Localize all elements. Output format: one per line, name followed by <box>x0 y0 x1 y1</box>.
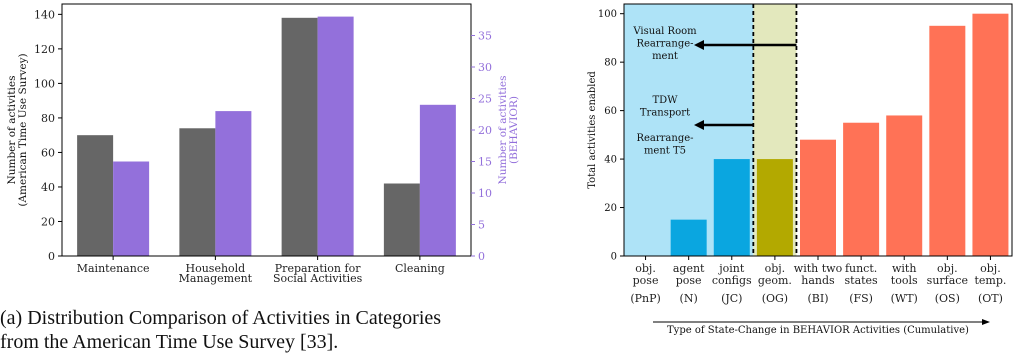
category-label-b-2-line2: configs <box>712 274 752 287</box>
category-label-b-8-line1: obj. <box>980 262 1001 275</box>
category-code-b-0: (PnP) <box>630 292 660 305</box>
category-label-a-0-0: Maintenance <box>77 262 150 275</box>
behavior-bar-3 <box>419 104 456 256</box>
y-tick-label-b-40: 40 <box>604 155 617 166</box>
state-change-bar-1 <box>670 219 707 256</box>
category-label-b-8-line2: temp. <box>974 274 1006 287</box>
category-code-b-2: (JC) <box>721 292 742 305</box>
chart-a-caption: (a) Distribution Comparison of Activitie… <box>0 306 442 354</box>
category-label-b-4-line2: hands <box>801 274 835 287</box>
category-label-a-1-1: Management <box>179 272 253 285</box>
state-change-bar-3 <box>756 159 793 256</box>
category-label-b-5-line1: funct. <box>845 262 877 275</box>
y-tick-label-right-20: 20 <box>478 124 492 137</box>
category-label-b-7-line1: obj. <box>937 262 958 275</box>
caption-line-1: (a) Distribution Comparison of Activitie… <box>0 307 442 329</box>
y-axis-label-b: Total activities enabled <box>587 71 598 189</box>
y-axis-label-left-1: (American Time Use Survey) <box>17 53 29 206</box>
y-tick-label-left-40: 40 <box>41 181 55 194</box>
y-tick-label-b-60: 60 <box>604 106 617 117</box>
y-axis-label-right-0: Number of activities <box>497 76 509 185</box>
state-change-bar-6 <box>886 115 923 256</box>
annotation-0-line-2: ment <box>652 51 678 62</box>
y-tick-label-left-0: 0 <box>48 250 55 263</box>
y-tick-label-right-5: 5 <box>478 219 485 232</box>
y-tick-label-left-120: 120 <box>34 43 55 56</box>
behavior-bar-2 <box>317 16 354 256</box>
x-axis-arrow-head <box>982 319 990 325</box>
x-axis-label-b: Type of State-Change in BEHAVIOR Activit… <box>667 325 969 336</box>
behavior-bar-0 <box>113 161 150 256</box>
y-tick-label-right-15: 15 <box>478 156 492 169</box>
y-tick-label-left-80: 80 <box>41 112 55 125</box>
y-tick-label-right-10: 10 <box>478 187 492 200</box>
state-change-bar-4 <box>800 139 836 256</box>
category-code-b-3: (OG) <box>762 292 788 305</box>
state-change-bar-7 <box>929 25 966 256</box>
category-label-b-4-line1: with two <box>794 262 843 275</box>
category-code-b-5: (FS) <box>849 292 873 305</box>
annotation-1-line-0: TDW <box>653 95 679 106</box>
category-label-b-1-line1: agent <box>673 262 705 275</box>
category-code-b-7: (OS) <box>935 292 960 305</box>
annotation-1-line-1: Transport <box>640 108 690 119</box>
y-tick-label-left-20: 20 <box>41 215 55 228</box>
category-code-b-4: (BI) <box>807 292 828 305</box>
category-label-b-6-line2: tools <box>891 274 918 287</box>
category-code-b-6: (WT) <box>891 292 918 305</box>
y-tick-label-right-30: 30 <box>478 61 492 74</box>
category-label-a-2-0: Preparation for <box>275 262 361 275</box>
y-tick-label-right-35: 35 <box>478 30 492 43</box>
atus-bar-2 <box>281 17 318 256</box>
annotation-0-line-1: Rearrange- <box>636 39 693 50</box>
category-label-b-6-line1: with <box>892 262 916 275</box>
category-label-b-5-line2: states <box>845 274 879 287</box>
category-label-b-1-line2: pose <box>676 274 702 287</box>
annotation-0-line-0: Visual Room <box>632 26 697 37</box>
y-tick-label-b-80: 80 <box>604 58 617 69</box>
y-tick-label-left-100: 100 <box>34 77 55 90</box>
y-tick-label-b-100: 100 <box>598 9 617 20</box>
category-code-b-8: (OT) <box>978 292 1003 305</box>
y-tick-label-left-140: 140 <box>34 8 55 21</box>
category-label-a-2-1: Social Activities <box>273 272 363 285</box>
category-label-b-3-line1: obj. <box>765 262 786 275</box>
y-tick-label-b-20: 20 <box>604 203 617 214</box>
y-tick-label-right-25: 25 <box>478 93 492 106</box>
state-change-bar-8 <box>972 13 1009 257</box>
y-tick-label-right-0: 0 <box>478 250 485 263</box>
category-label-b-0-line1: obj. <box>635 262 656 275</box>
caption-line-2: from the American Time Use Survey [33]. <box>0 331 339 353</box>
y-tick-label-left-60: 60 <box>41 146 55 159</box>
annotation-arrow-1-head <box>694 120 704 130</box>
annotation-arrow-0-head <box>694 40 704 50</box>
atus-bar-0 <box>77 135 114 256</box>
chart-b-frame <box>623 3 1013 257</box>
behavior-bar-1 <box>215 111 252 256</box>
category-label-b-3-line2: geom. <box>758 274 792 287</box>
category-label-b-0-line2: pose <box>633 274 659 287</box>
category-label-b-7-line2: surface <box>927 274 968 287</box>
category-label-b-2-line1: joint <box>717 262 745 275</box>
category-code-b-1: (N) <box>680 292 698 305</box>
annotation-2-line-1: ment T5 <box>644 146 686 157</box>
state-change-bar-5 <box>843 122 880 256</box>
atus-bar-3 <box>383 183 420 256</box>
y-axis-label-left-0: Number of activities <box>6 76 18 185</box>
annotation-2-line-0: Rearrange- <box>636 133 693 144</box>
state-change-bar-2 <box>713 159 750 256</box>
y-axis-label-right-1: (BEHAVIOR) <box>508 96 520 164</box>
category-label-a-3-0: Cleaning <box>395 262 445 275</box>
y-tick-label-b-0: 0 <box>611 252 617 263</box>
category-label-a-1-0: Household <box>186 262 246 275</box>
atus-bar-1 <box>179 128 216 256</box>
